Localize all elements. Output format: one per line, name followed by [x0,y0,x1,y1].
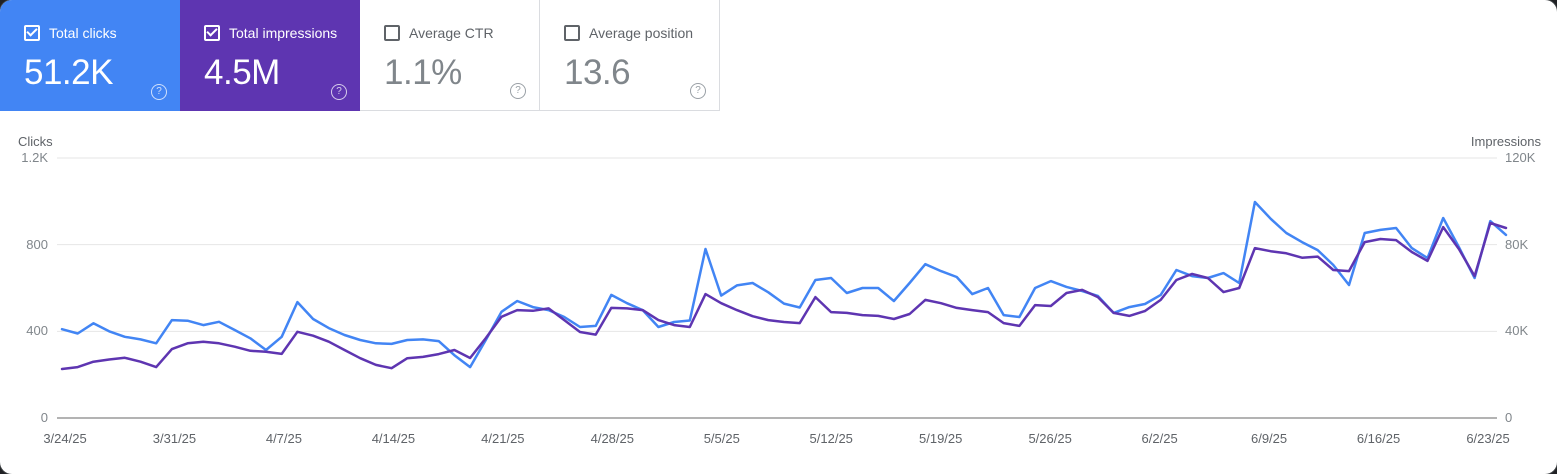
total-impressions-checkbox[interactable] [204,25,220,41]
x-axis-label: 5/12/25 [809,431,853,446]
y-axis-tick-right: 0 [1505,410,1513,425]
x-axis-label: 5/26/25 [1028,431,1072,446]
x-axis-label: 6/23/25 [1466,431,1510,446]
x-axis-label: 6/2/25 [1141,431,1178,446]
help-icon[interactable] [690,83,706,99]
x-axis-label: 5/19/25 [919,431,963,446]
card-label: Average position [589,25,694,41]
card-label: Average CTR [409,25,494,41]
total-clicks-checkbox[interactable] [24,25,40,41]
x-axis-label: 6/9/25 [1250,431,1288,446]
x-axis-label: 4/21/25 [481,431,525,446]
average-position-checkbox[interactable] [564,25,580,41]
x-axis-label: 4/28/25 [590,431,634,446]
total-clicks-value: 51.2K [24,53,113,92]
total-impressions-value: 4.5M [204,53,280,92]
x-axis-label: 4/14/25 [371,431,416,446]
x-axis-label: 6/16/25 [1356,431,1401,446]
card-average-ctr[interactable]: Average CTR 1.1% [360,0,540,111]
card-label: Total clicks [49,25,117,41]
average-ctr-checkbox[interactable] [384,25,400,41]
left-axis-title: Clicks [18,134,53,149]
help-icon[interactable] [151,84,167,100]
chart-plot [57,157,1508,419]
average-ctr-value: 1.1% [384,53,462,92]
right-axis-title: Impressions [1470,134,1541,149]
help-icon[interactable] [331,84,347,100]
card-total-impressions[interactable]: Total impressions 4.5M [180,0,360,111]
impressions-line [60,221,1508,371]
card-average-position[interactable]: Average position 13.6 [540,0,720,111]
y-axis-tick-right: 120K [1505,150,1536,165]
clicks-line [60,200,1508,369]
y-axis-tick-right: 40K [1505,323,1529,339]
y-axis-tick-left: 400 [26,323,48,339]
card-label: Total impressions [229,25,338,41]
y-axis-tick-left: 800 [26,236,48,252]
metric-cards-row: Total clicks 51.2K Total impressions 4.5… [0,0,1557,111]
help-icon[interactable] [510,83,526,99]
x-axis-label: 4/7/25 [265,431,302,446]
y-axis-tick-left: 0 [40,410,48,425]
y-axis-tick-left: 1.2K [21,150,48,165]
x-axis-label: 3/24/25 [43,431,87,446]
average-position-value: 13.6 [564,53,631,92]
x-axis-label: 5/5/25 [703,431,740,446]
x-axis-label: 3/31/25 [152,431,197,446]
performance-time-chart: Clicks Impressions 1.2K 800 400 0 120K 80K 40K… [0,111,1557,474]
card-total-clicks[interactable]: Total clicks 51.2K [0,0,180,111]
y-axis-tick-right: 80K [1505,236,1529,252]
